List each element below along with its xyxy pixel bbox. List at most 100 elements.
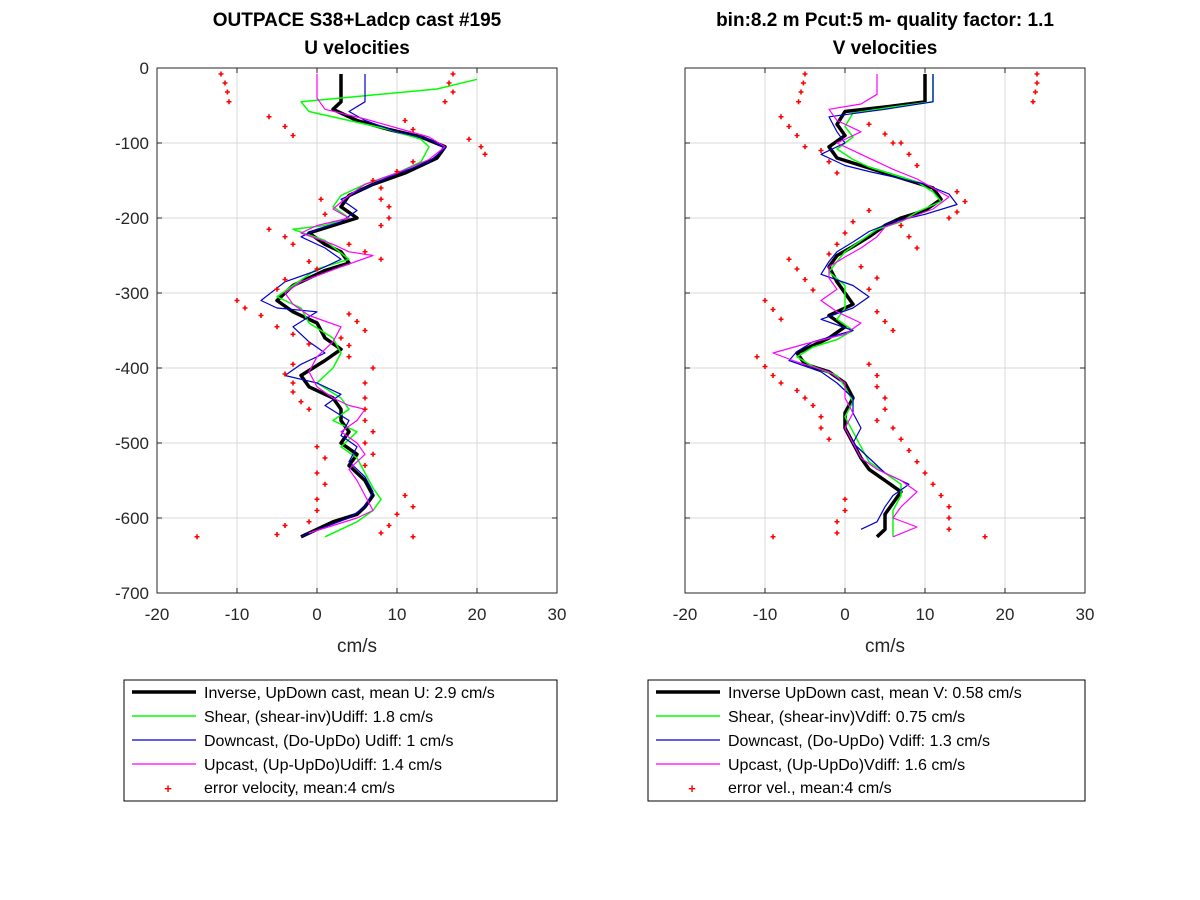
u-error-point-50 <box>290 380 296 386</box>
u-y-tick-label-5: -500 <box>115 434 149 453</box>
v-error-point-67 <box>930 481 936 487</box>
v-error-point-73 <box>842 508 848 513</box>
v-error-point-36 <box>810 287 816 293</box>
v-error-point-58 <box>810 403 816 408</box>
v-error-point-6 <box>1032 89 1038 95</box>
u-y-tick-label-3: -300 <box>115 284 149 303</box>
v-chart-title: bin:8.2 m Pcut:5 m- quality factor: 1.1 <box>716 10 1054 31</box>
u-error-point-44 <box>362 328 368 333</box>
u-legend-label-upcast: Upcast, (Up-UpDo)Udiff: 1.4 cm/s <box>204 757 442 774</box>
u-error-point-16 <box>410 159 416 165</box>
v-error-point-64 <box>906 448 912 453</box>
u-x-axis-label: cm/s <box>337 636 377 657</box>
u-error-point-37 <box>242 305 248 311</box>
v-error-point-52 <box>866 361 872 367</box>
v-error-point-45 <box>890 328 896 333</box>
v-error-point-1 <box>800 80 806 86</box>
u-error-point-12 <box>410 127 416 132</box>
v-error-point-26 <box>850 219 856 225</box>
v-error-point-10 <box>794 133 800 138</box>
u-error-point-52 <box>298 399 304 405</box>
u-error-point-59 <box>370 429 376 435</box>
v-error-point-3 <box>796 99 802 105</box>
u-error-point-7 <box>442 99 448 105</box>
u-error-point-77 <box>194 534 200 540</box>
u-error-point-66 <box>322 481 328 487</box>
v-error-point-8 <box>778 114 784 120</box>
u-error-point-23 <box>378 223 384 228</box>
v-error-point-60 <box>818 425 824 431</box>
u-legend-label-downcast: Downcast, (Do-UpDo) Udiff: 1 cm/s <box>204 733 454 750</box>
u-error-point-21 <box>386 204 392 210</box>
u-series-shear <box>276 78 478 538</box>
u-error-point-62 <box>362 463 368 468</box>
v-error-point-20 <box>914 163 920 168</box>
v-error-point-75 <box>834 530 840 536</box>
u-error-point-51 <box>290 389 296 395</box>
u-error-point-69 <box>306 519 312 525</box>
u-chart-title: OUTPACE S38+Ladcp cast #195 <box>213 10 502 31</box>
v-x-axis-label: cm/s <box>865 636 905 657</box>
v-legend-box <box>647 679 1086 802</box>
v-error-point-70 <box>946 515 952 521</box>
v-error-point-61 <box>826 436 832 442</box>
v-x-tick-label-1: -10 <box>753 605 778 624</box>
u-x-tick-label-5: 30 <box>548 605 567 624</box>
u-velocity-panel: OUTPACE S38+Ladcp cast #195 U velocities… <box>115 10 566 802</box>
u-error-point-75 <box>282 523 288 528</box>
v-x-tick-label-3: 10 <box>916 605 935 624</box>
u-error-point-25 <box>322 211 328 217</box>
u-error-point-27 <box>282 234 288 240</box>
u-error-point-74 <box>378 530 384 536</box>
v-error-point-76 <box>770 534 776 540</box>
v-error-point-40 <box>762 298 768 303</box>
u-error-point-8 <box>266 114 272 120</box>
v-error-point-34 <box>794 266 800 272</box>
v-error-point-2 <box>798 89 804 95</box>
v-error-point-69 <box>946 504 952 510</box>
u-y-tick-label-2: -200 <box>115 209 149 228</box>
v-error-point-71 <box>946 526 952 532</box>
v-error-point-29 <box>826 251 832 257</box>
v-series-layer <box>754 71 1040 540</box>
u-error-point-54 <box>370 365 376 371</box>
v-error-point-51 <box>802 395 808 401</box>
v-velocity-panel: bin:8.2 m Pcut:5 m- quality factor: 1.1 … <box>647 10 1094 802</box>
u-error-point-63 <box>314 444 320 450</box>
u-series-downcast <box>260 74 446 538</box>
u-x-tick-label-3: 10 <box>388 605 407 624</box>
u-error-point-4 <box>450 71 456 77</box>
u-error-point-36 <box>234 298 240 303</box>
v-error-point-66 <box>922 470 928 476</box>
u-ticks: -20 -10 0 10 20 300-100-200-300-400-500-600-7… <box>115 59 566 624</box>
u-error-point-68 <box>314 508 320 513</box>
v-error-point-57 <box>874 418 880 423</box>
u-error-point-19 <box>378 185 384 191</box>
v-legend-label-upcast: Upcast, (Up-UpDo)Vdiff: 1.6 cm/s <box>728 757 965 774</box>
u-error-point-14 <box>478 144 484 150</box>
u-error-point-26 <box>266 226 272 232</box>
u-error-point-2 <box>224 89 230 95</box>
v-x-tick-label-0: -20 <box>673 605 698 624</box>
u-legend-label-shear: Shear, (shear-inv)Udiff: 1.8 cm/s <box>204 709 433 726</box>
v-legend-label-inverse: Inverse UpDown cast, mean V: 0.58 cm/s <box>728 685 1022 702</box>
u-error-point-46 <box>346 343 352 348</box>
u-error-point-15 <box>482 151 488 157</box>
v-legend-label-shear: Shear, (shear-inv)Vdiff: 0.75 cm/s <box>728 709 965 726</box>
u-chart-subtitle: U velocities <box>304 38 410 59</box>
u-error-point-13 <box>466 136 472 142</box>
v-error-point-68 <box>938 493 944 498</box>
v-x-tick-label-4: 20 <box>996 605 1015 624</box>
u-error-point-18 <box>370 178 376 183</box>
u-y-tick-label-6: -600 <box>115 509 149 528</box>
v-error-point-41 <box>770 307 776 312</box>
v-error-point-31 <box>906 234 912 240</box>
u-error-point-49 <box>282 371 288 377</box>
u-error-point-61 <box>370 451 376 457</box>
u-error-point-41 <box>306 341 312 347</box>
v-error-point-12 <box>866 121 872 127</box>
u-error-point-35 <box>274 286 280 292</box>
v-error-point-30 <box>898 223 904 228</box>
u-error-point-1 <box>222 80 228 86</box>
v-error-point-38 <box>874 275 880 281</box>
